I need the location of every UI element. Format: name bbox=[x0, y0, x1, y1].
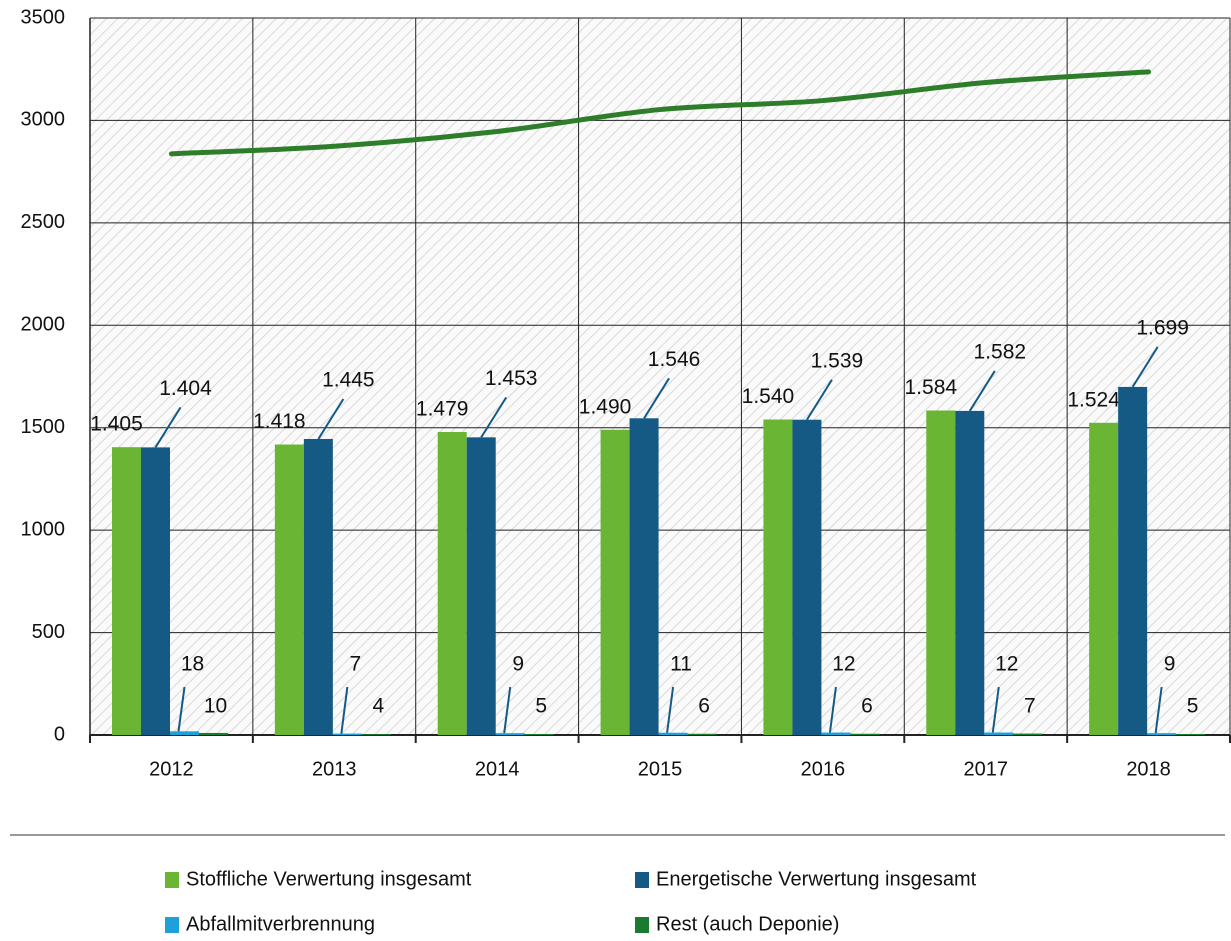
bar bbox=[792, 419, 822, 735]
bar bbox=[629, 418, 659, 735]
data-label: 1.404 bbox=[159, 377, 212, 400]
data-label: 1.418 bbox=[253, 410, 306, 433]
legend-label: Abfallmitverbrennung bbox=[186, 913, 375, 935]
bar bbox=[199, 732, 228, 735]
bar bbox=[984, 732, 1014, 735]
legend-swatch bbox=[165, 917, 179, 933]
x-tick-label: 2018 bbox=[1126, 758, 1171, 780]
leader-line bbox=[503, 686, 512, 734]
leader-line bbox=[1154, 686, 1163, 734]
leader-line bbox=[666, 686, 675, 733]
x-tick-label: 2017 bbox=[963, 758, 1008, 780]
legend-swatch bbox=[635, 872, 649, 888]
bar bbox=[1147, 733, 1177, 735]
bar bbox=[600, 429, 630, 735]
data-label: 5 bbox=[1187, 695, 1199, 718]
leader-line bbox=[177, 686, 186, 732]
data-label: 1.699 bbox=[1136, 316, 1189, 339]
bar bbox=[1089, 422, 1119, 735]
y-tick-label: 3000 bbox=[21, 109, 66, 131]
data-label: 1.524 bbox=[1067, 388, 1120, 411]
data-label: 1.490 bbox=[579, 395, 632, 418]
bar bbox=[658, 732, 688, 735]
data-label: 5 bbox=[535, 695, 547, 718]
bar bbox=[303, 438, 333, 735]
bar bbox=[1176, 733, 1206, 735]
data-label: 6 bbox=[698, 695, 710, 718]
data-label: 7 bbox=[350, 653, 362, 676]
bar bbox=[361, 734, 391, 736]
data-label: 12 bbox=[832, 653, 855, 676]
legend-swatch bbox=[165, 872, 179, 888]
bar bbox=[687, 733, 717, 735]
leader-line bbox=[828, 686, 837, 733]
data-label: 11 bbox=[670, 653, 692, 676]
y-tick-label: 2500 bbox=[21, 211, 66, 233]
data-label: 10 bbox=[204, 695, 227, 718]
bar bbox=[763, 419, 793, 735]
data-label: 1.546 bbox=[648, 348, 701, 371]
leader-line bbox=[643, 377, 670, 419]
bar bbox=[1118, 386, 1148, 735]
leader-line bbox=[154, 406, 182, 448]
y-tick-label: 0 bbox=[54, 723, 65, 745]
data-label: 18 bbox=[181, 653, 204, 676]
data-label: 6 bbox=[861, 695, 873, 718]
bar bbox=[112, 447, 141, 735]
y-tick-label: 3500 bbox=[21, 6, 66, 28]
data-label: 9 bbox=[1164, 653, 1176, 676]
x-tick-label: 2012 bbox=[149, 758, 194, 780]
data-label: 1.540 bbox=[742, 385, 795, 408]
data-label: 1.582 bbox=[974, 340, 1027, 363]
data-label: 1.445 bbox=[322, 369, 375, 392]
x-tick-label: 2014 bbox=[475, 758, 520, 780]
bar bbox=[1013, 733, 1043, 735]
data-label: 1.405 bbox=[90, 413, 143, 436]
data-label: 12 bbox=[995, 653, 1018, 676]
leader-line bbox=[317, 398, 345, 440]
y-tick-label: 2000 bbox=[21, 314, 66, 336]
bar bbox=[495, 733, 525, 735]
plot-background bbox=[90, 18, 1230, 735]
data-label: 1.584 bbox=[905, 376, 958, 399]
data-label: 1.453 bbox=[485, 367, 538, 390]
line bbox=[168, 69, 1152, 157]
y-tick-label: 1000 bbox=[21, 518, 66, 540]
leader-line bbox=[1131, 346, 1159, 388]
data-label: 1.479 bbox=[416, 398, 469, 421]
leader-line bbox=[968, 370, 996, 412]
y-tick-label: 1500 bbox=[21, 416, 66, 438]
leader-line bbox=[340, 686, 349, 734]
leader-line bbox=[480, 396, 508, 438]
data-label: 9 bbox=[512, 653, 524, 676]
data-label: 4 bbox=[373, 695, 385, 718]
x-tick-label: 2013 bbox=[312, 758, 357, 780]
bar bbox=[850, 733, 880, 735]
bar bbox=[524, 733, 554, 735]
leader-line bbox=[991, 686, 1000, 733]
data-label: 7 bbox=[1024, 695, 1036, 718]
x-tick-label: 2015 bbox=[638, 758, 683, 780]
legend-label: Rest (auch Deponie) bbox=[656, 913, 839, 935]
legend-label: Energetische Verwertung insgesamt bbox=[656, 868, 977, 890]
bar bbox=[926, 410, 956, 735]
leader-line bbox=[806, 379, 833, 421]
bar bbox=[466, 437, 496, 735]
legend-swatch bbox=[635, 917, 649, 933]
x-tick-label: 2016 bbox=[801, 758, 846, 780]
data-label: 1.539 bbox=[811, 349, 864, 372]
bar bbox=[332, 733, 362, 735]
bar bbox=[170, 731, 199, 735]
legend-label: Stoffliche Verwertung insgesamt bbox=[186, 868, 472, 890]
bar bbox=[821, 732, 851, 735]
y-tick-label: 500 bbox=[32, 621, 65, 643]
bar bbox=[437, 432, 467, 735]
bar bbox=[141, 447, 170, 735]
bar bbox=[274, 444, 304, 735]
bar bbox=[955, 410, 985, 735]
